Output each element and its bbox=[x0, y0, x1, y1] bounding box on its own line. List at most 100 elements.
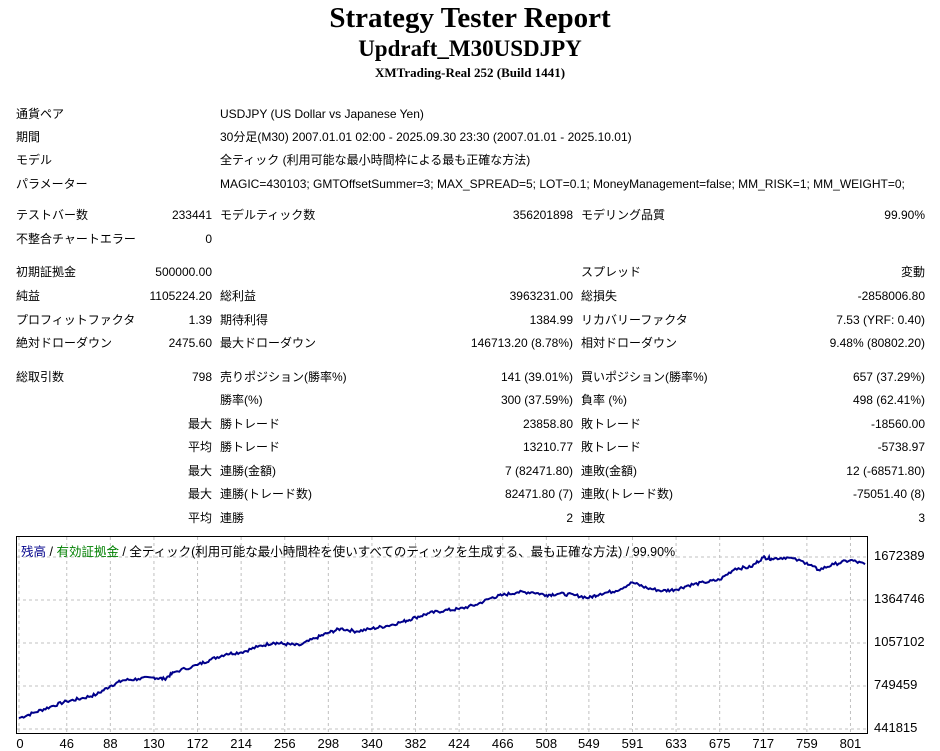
gross-profit-label: 総利益 bbox=[220, 289, 257, 303]
win-rate-value: 300 (37.59%) bbox=[500, 393, 573, 407]
average-loss-label: 敗トレード bbox=[581, 440, 642, 454]
x-tick-label: 340 bbox=[361, 736, 383, 751]
average-loss-value: -5738.97 bbox=[877, 440, 925, 454]
net-profit-value: 1105224.20 bbox=[149, 289, 212, 303]
profit-factor-label: プロフィットファクタ bbox=[16, 313, 136, 327]
rel-drawdown-value: 9.48% (80802.20) bbox=[829, 336, 925, 350]
short-positions-value: 141 (39.01%) bbox=[500, 370, 573, 384]
abs-drawdown-value: 2475.60 bbox=[168, 336, 212, 350]
ticks-label: モデルティック数 bbox=[220, 208, 316, 222]
average-label: 平均 bbox=[187, 511, 212, 525]
x-tick-label: 0 bbox=[16, 736, 24, 751]
x-tick-label: 46 bbox=[59, 736, 74, 751]
gross-loss-label: 総損失 bbox=[581, 289, 618, 303]
x-tick-label: 675 bbox=[708, 736, 731, 751]
long-positions-label: 買いポジション(勝率%) bbox=[581, 370, 708, 384]
quality-label: モデリング品質 bbox=[581, 208, 666, 222]
model-value: 全ティック (利用可能な最小時間枠による最も正確な方法) bbox=[220, 153, 531, 167]
chart-legend: 残高 / 有効証拠金 / 全ティック(利用可能な最小時間枠を使いすべてのティック… bbox=[21, 541, 675, 560]
short-positions-label: 売りポジション(勝率%) bbox=[220, 370, 347, 384]
x-tick-label: 424 bbox=[448, 736, 470, 751]
y-tick-label: 1057102 bbox=[874, 634, 925, 649]
x-tick-label: 382 bbox=[404, 736, 427, 751]
legend-description: / 全ティック(利用可能な最小時間枠を使いすべてのティックを生成する、最も正確な… bbox=[118, 545, 676, 559]
x-tick-label: 591 bbox=[621, 736, 644, 751]
total-trades-label: 総取引数 bbox=[16, 370, 65, 384]
mismatch-label: 不整合チャートエラー bbox=[16, 232, 136, 246]
win-rate-label: 勝率(%) bbox=[220, 393, 263, 407]
x-tick-label: 717 bbox=[752, 736, 775, 751]
legend-equity: 有効証拠金 bbox=[56, 545, 119, 559]
max-drawdown-label: 最大ドローダウン bbox=[220, 336, 317, 350]
consec-win-count-value: 82471.80 (7) bbox=[504, 487, 573, 501]
ticks-value: 356201898 bbox=[512, 208, 573, 222]
gross-profit-value: 3963231.00 bbox=[509, 289, 573, 303]
profit-factor-value: 1.39 bbox=[188, 313, 212, 327]
y-tick-label: 749459 bbox=[874, 676, 918, 692]
y-tick-label: 1364746 bbox=[874, 590, 925, 606]
equity-chart-svg bbox=[17, 537, 867, 733]
consec-loss-count-value: -75051.40 (8) bbox=[852, 487, 925, 501]
report-subtitle: Updraft_M30USDJPY bbox=[358, 36, 582, 61]
currency-pair-value: USDJPY (US Dollar vs Japanese Yen) bbox=[220, 107, 424, 121]
max-drawdown-value: 146713.20 (8.78%) bbox=[470, 336, 573, 350]
server-info: XMTrading-Real 252 (Build 1441) bbox=[374, 65, 566, 80]
bars-value: 233441 bbox=[171, 208, 212, 222]
consec-loss-count-label: 連敗(トレード数) bbox=[581, 487, 673, 501]
report-title: Strategy Tester Report bbox=[329, 2, 611, 34]
expected-payoff-label: 期待利得 bbox=[220, 313, 269, 327]
x-tick-label: 130 bbox=[143, 736, 165, 751]
spread-label: スプレッド bbox=[581, 265, 642, 279]
recovery-factor-label: リカバリーファクタ bbox=[581, 313, 688, 327]
bars-label: テストバー数 bbox=[16, 208, 89, 222]
x-tick-label: 759 bbox=[796, 736, 818, 751]
max-label: 最大 bbox=[187, 487, 212, 501]
mismatch-value: 0 bbox=[205, 232, 212, 246]
average-win-label: 勝トレード bbox=[220, 440, 281, 454]
period-value: 30分足(M30) 2007.01.01 02:00 - 2025.09.30 … bbox=[220, 130, 632, 144]
x-tick-label: 633 bbox=[665, 736, 687, 751]
consec-win-amount-value: 7 (82471.80) bbox=[504, 464, 573, 478]
x-tick-label: 172 bbox=[186, 736, 209, 751]
x-tick-label: 549 bbox=[578, 736, 600, 751]
spread-value: 変動 bbox=[900, 265, 925, 279]
parameters-label: パラメーター bbox=[16, 177, 88, 191]
x-tick-label: 256 bbox=[273, 736, 296, 751]
largest-loss-value: -18560.00 bbox=[870, 417, 925, 431]
total-trades-value: 798 bbox=[191, 370, 212, 384]
equity-chart: 残高 / 有効証拠金 / 全ティック(利用可能な最小時間枠を使いすべてのティック… bbox=[16, 536, 868, 734]
consec-win-count-label: 連勝(トレード数) bbox=[220, 487, 312, 501]
long-positions-value: 657 (37.29%) bbox=[852, 370, 925, 384]
currency-pair-label: 通貨ペア bbox=[16, 107, 65, 121]
gross-loss-value: -2858006.80 bbox=[857, 289, 925, 303]
average-win-value: 13210.77 bbox=[522, 440, 573, 454]
abs-drawdown-label: 絶対ドローダウン bbox=[16, 336, 113, 350]
x-tick-label: 466 bbox=[491, 736, 514, 751]
average-label: 平均 bbox=[187, 440, 212, 454]
net-profit-label: 純益 bbox=[16, 289, 41, 303]
x-tick-label: 88 bbox=[103, 736, 118, 751]
y-tick-label: 441815 bbox=[874, 720, 918, 735]
legend-separator: / bbox=[46, 545, 57, 559]
consec-win-amount-label: 連勝(金額) bbox=[220, 464, 276, 478]
largest-win-value: 23858.80 bbox=[522, 417, 573, 431]
avg-consec-loss-label: 連敗 bbox=[581, 511, 606, 525]
consec-loss-amount-value: 12 (-68571.80) bbox=[846, 464, 925, 478]
max-label: 最大 bbox=[187, 417, 212, 431]
avg-consec-win-label: 連勝 bbox=[220, 511, 245, 525]
quality-value: 99.90% bbox=[884, 208, 925, 222]
recovery-factor-value: 7.53 (YRF: 0.40) bbox=[836, 313, 925, 327]
x-tick-label: 298 bbox=[317, 736, 340, 751]
avg-consec-loss-value: 3 bbox=[918, 511, 925, 525]
x-tick-label: 214 bbox=[230, 736, 252, 751]
avg-consec-win-value: 2 bbox=[566, 511, 573, 525]
largest-win-label: 勝トレード bbox=[220, 417, 281, 431]
max-label: 最大 bbox=[187, 464, 212, 478]
balance-line bbox=[18, 553, 866, 720]
parameters-value: MAGIC=430103; GMTOffsetSummer=3; MAX_SPR… bbox=[220, 177, 905, 191]
y-tick-label: 1672389 bbox=[874, 548, 925, 563]
loss-rate-label: 負率 (%) bbox=[581, 393, 627, 407]
rel-drawdown-label: 相対ドローダウン bbox=[581, 336, 678, 350]
model-label: モデル bbox=[16, 153, 53, 167]
period-label: 期間 bbox=[16, 130, 41, 144]
